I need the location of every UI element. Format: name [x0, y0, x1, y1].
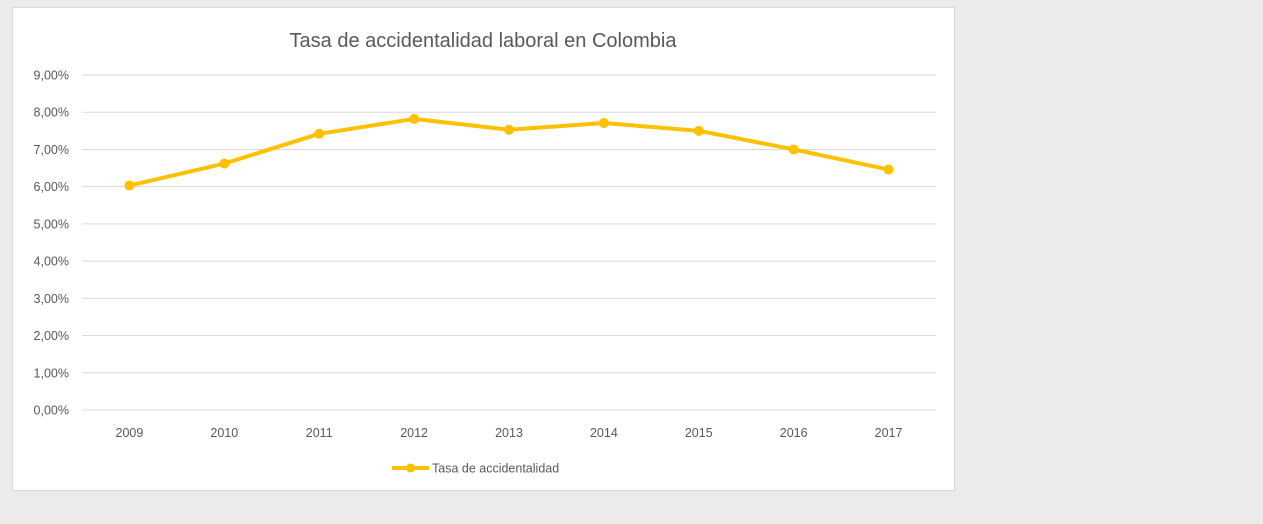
data-point — [883, 164, 894, 175]
data-point — [124, 180, 135, 191]
y-tick-label: 5,00% — [34, 217, 69, 231]
y-tick-label: 1,00% — [34, 366, 69, 380]
x-tick-label: 2015 — [685, 426, 713, 440]
y-tick-label: 9,00% — [34, 69, 69, 83]
x-tick-label: 2014 — [590, 426, 618, 440]
y-tick-label: 3,00% — [34, 292, 69, 306]
x-tick-label: 2017 — [875, 426, 903, 440]
legend-label: Tasa de accidentalidad — [432, 462, 559, 476]
x-tick-label: 2016 — [780, 426, 808, 440]
data-point — [409, 113, 420, 124]
data-point — [314, 128, 325, 139]
data-point — [788, 144, 799, 155]
series — [124, 113, 894, 191]
y-axis-ticks: 0,00% 1,00% 2,00% 3,00% 4,00% 5,00% 6,00% 7,00%… — [34, 69, 69, 418]
data-point — [504, 124, 514, 135]
x-axis-ticks: 2009 2010 2011 2012 2013 2014 2015 2016 2017 — [116, 426, 903, 440]
chart-panel: Tasa de accidentalidad laboral en Colomb… — [12, 7, 955, 491]
gridlines — [82, 74, 936, 411]
y-tick-label: 4,00% — [34, 255, 69, 269]
y-tick-label: 0,00% — [34, 404, 69, 418]
x-tick-label: 2012 — [400, 426, 428, 440]
y-tick-label: 8,00% — [34, 106, 69, 120]
chart-title: Tasa de accidentalidad laboral en Colomb… — [290, 30, 678, 52]
data-point — [219, 158, 230, 169]
x-tick-label: 2009 — [116, 426, 144, 440]
data-point — [598, 118, 609, 129]
x-tick-label: 2013 — [495, 426, 523, 440]
x-tick-label: 2011 — [306, 426, 333, 440]
y-tick-label: 6,00% — [34, 180, 69, 194]
x-tick-label: 2010 — [210, 426, 238, 440]
y-tick-label: 7,00% — [34, 143, 69, 157]
data-point — [693, 125, 704, 136]
legend-marker — [406, 463, 415, 473]
line-chart: Tasa de accidentalidad laboral en Colomb… — [34, 30, 936, 476]
legend: Tasa de accidentalidad — [392, 462, 559, 476]
y-tick-label: 2,00% — [34, 329, 69, 343]
